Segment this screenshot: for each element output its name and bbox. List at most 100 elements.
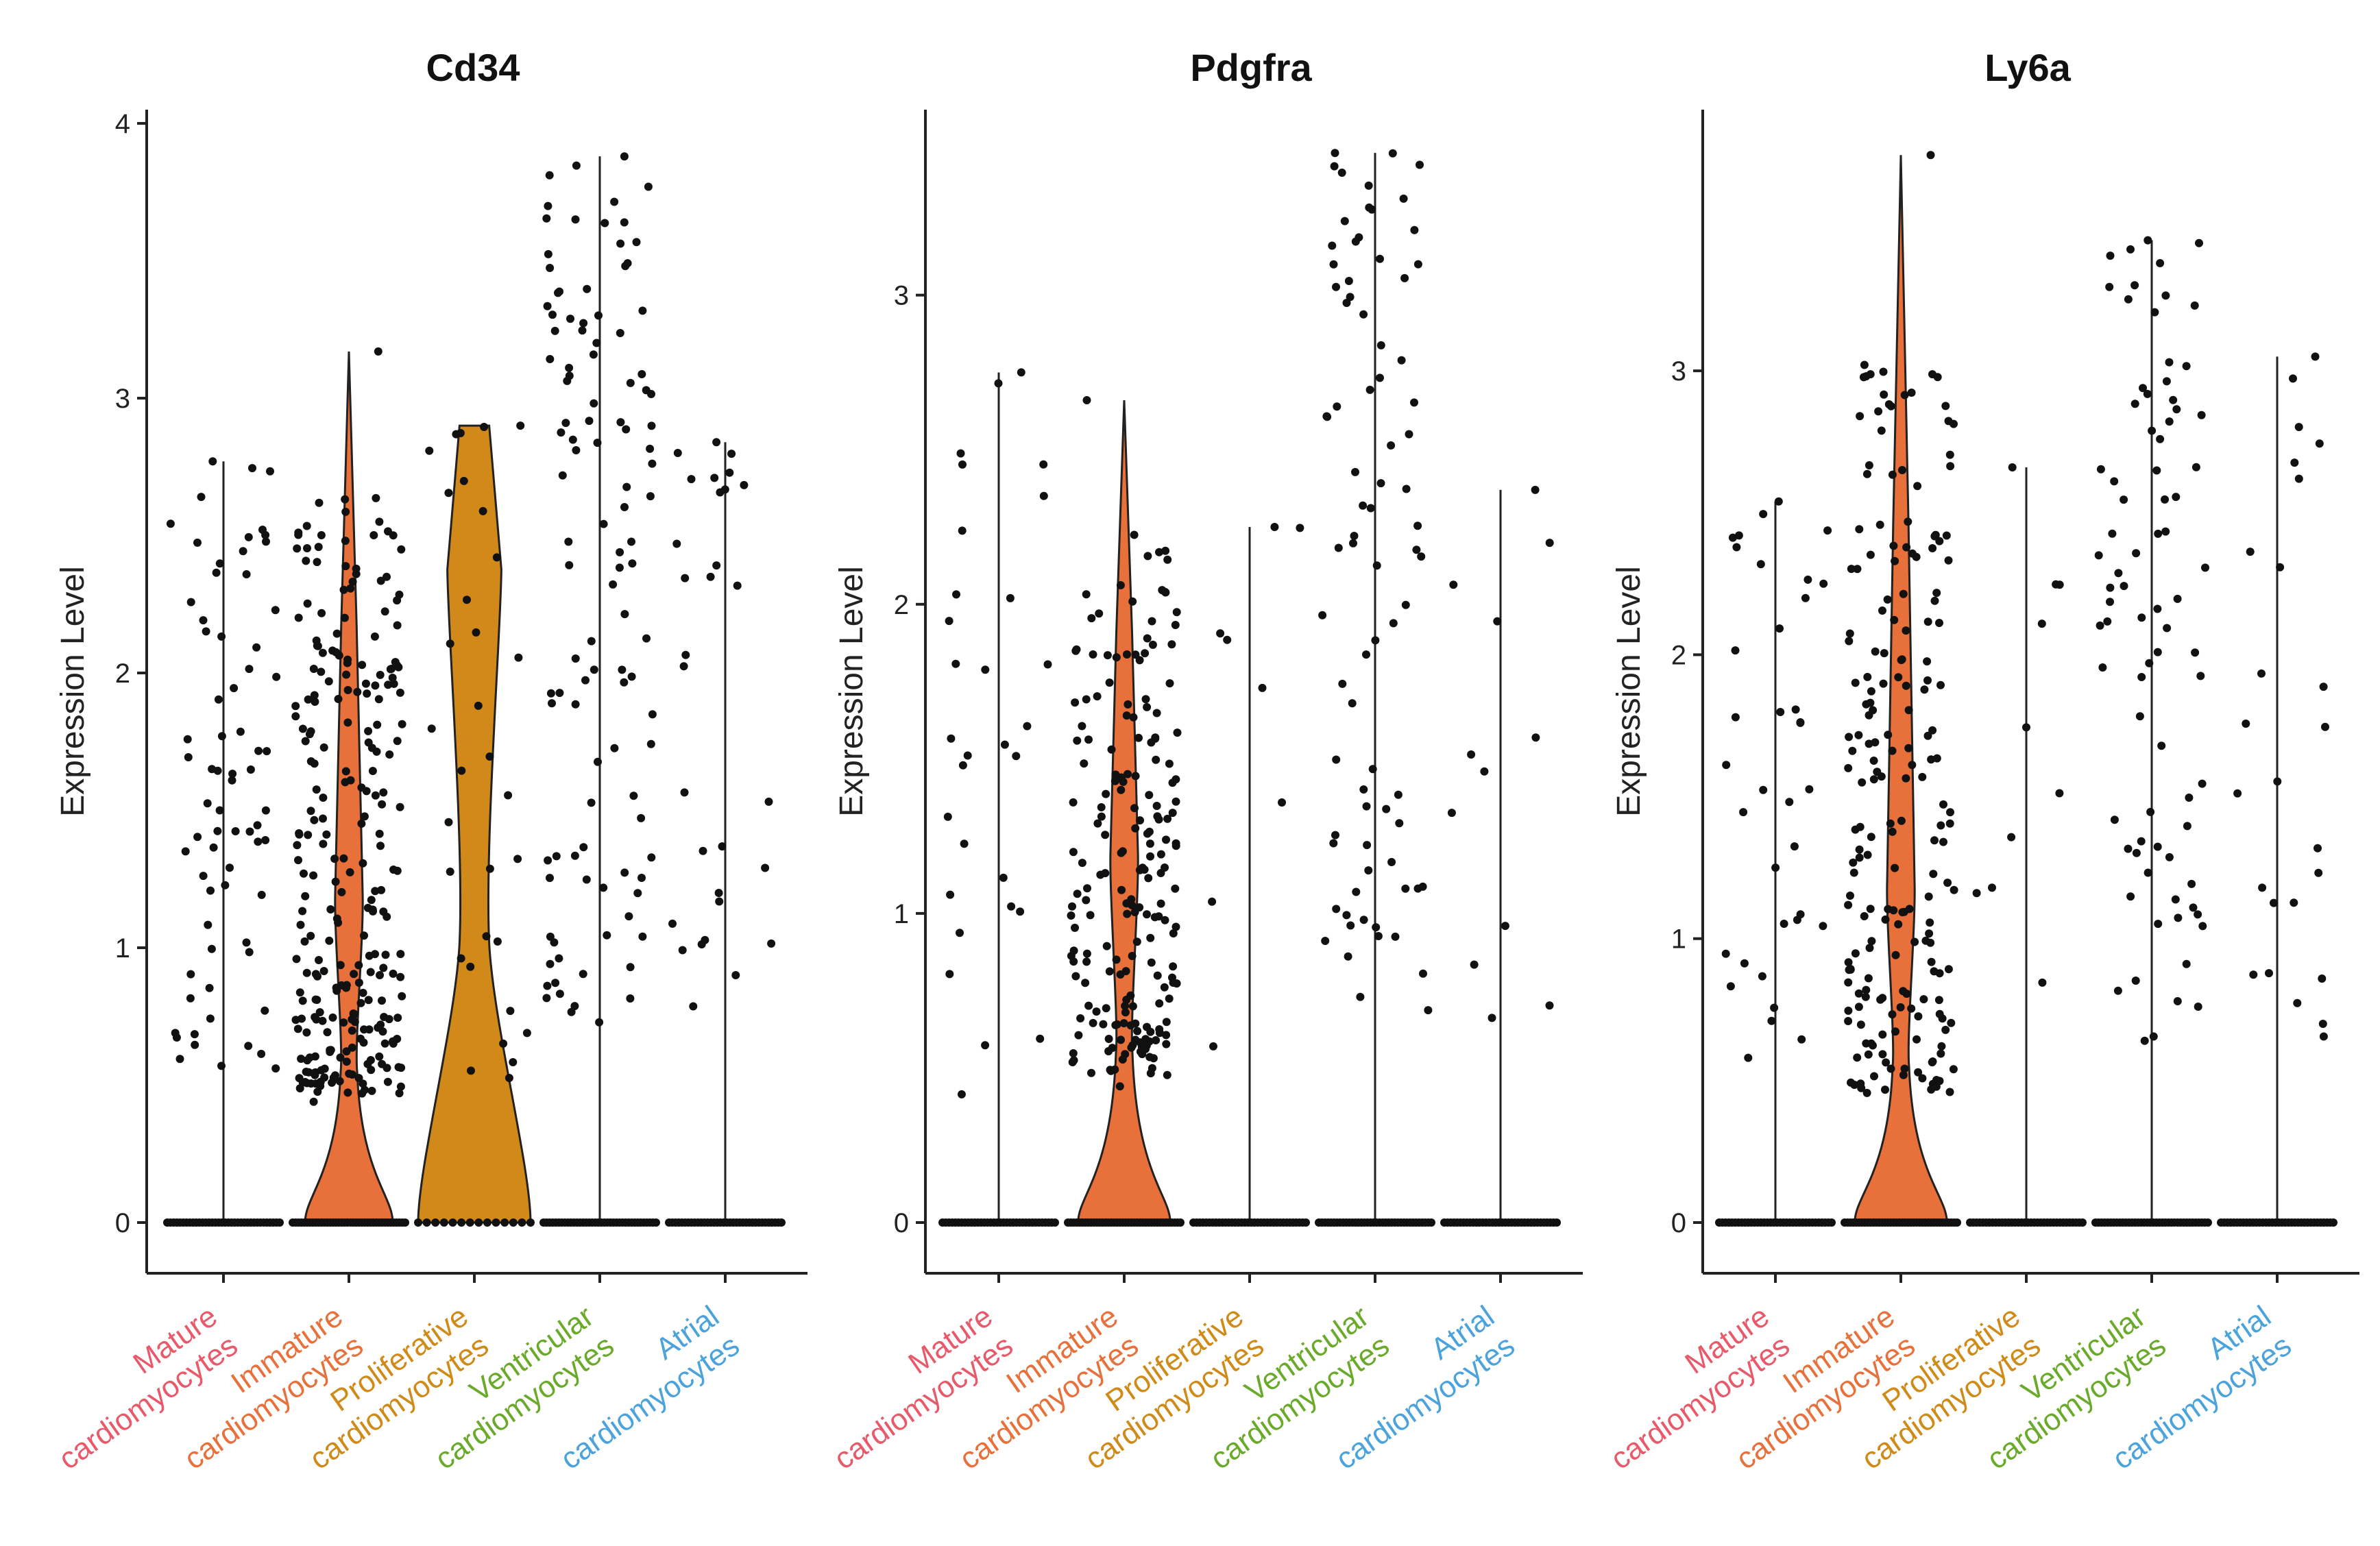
data-point — [244, 1042, 253, 1051]
data-point — [356, 1034, 365, 1043]
data-point — [555, 990, 564, 998]
data-point — [186, 994, 195, 1003]
data-point — [1134, 733, 1143, 742]
data-point — [1933, 373, 1942, 382]
data-point — [504, 791, 513, 800]
data-point — [2197, 410, 2206, 419]
data-point — [1152, 755, 1161, 764]
data-point — [1099, 1020, 1108, 1029]
data-point — [298, 907, 307, 916]
data-point — [478, 506, 487, 515]
data-point — [1023, 722, 1032, 731]
data-point — [1925, 929, 1934, 938]
y-tick-label: 2 — [894, 590, 909, 620]
data-point — [304, 695, 313, 704]
data-point — [350, 970, 359, 979]
data-point — [1352, 887, 1361, 896]
data-point — [2124, 295, 2133, 304]
data-point — [1127, 895, 1136, 904]
data-point — [492, 553, 501, 562]
data-point — [958, 526, 967, 535]
data-point — [1007, 902, 1016, 911]
data-point — [1158, 586, 1167, 595]
data-point — [2154, 920, 2163, 929]
data-point — [1854, 989, 1863, 998]
data-point — [371, 791, 380, 800]
data-point — [319, 814, 327, 823]
data-point — [217, 1062, 226, 1070]
data-point — [303, 544, 311, 552]
data-point — [1208, 897, 1217, 906]
data-point — [2195, 238, 2203, 247]
data-point — [341, 562, 350, 571]
data-point — [646, 739, 655, 748]
panel-title: Cd34 — [426, 46, 520, 89]
data-point — [2007, 833, 2016, 842]
data-point — [2172, 405, 2181, 414]
data-point — [372, 493, 380, 502]
data-point — [622, 482, 631, 491]
y-axis-title: Expression Level — [834, 566, 870, 817]
data-point — [610, 744, 619, 752]
data-point — [2171, 895, 2180, 904]
data-point — [474, 701, 483, 710]
data-point — [620, 218, 629, 227]
data-point — [1945, 1088, 1954, 1096]
data-point — [2148, 426, 2157, 435]
data-point — [777, 1218, 786, 1227]
data-point — [1082, 896, 1091, 905]
data-point — [444, 489, 453, 498]
data-point — [2249, 970, 2258, 979]
data-point — [1097, 803, 1106, 811]
data-point — [1082, 957, 1091, 966]
data-point — [1873, 768, 1882, 776]
data-point — [372, 747, 381, 756]
data-point — [1102, 1004, 1110, 1013]
data-point — [348, 1026, 356, 1035]
data-point — [1734, 531, 1743, 540]
data-point — [1340, 217, 1349, 225]
data-point — [1744, 1053, 1753, 1062]
data-point — [1935, 619, 1943, 627]
data-point — [2137, 837, 2146, 846]
data-point — [1857, 1083, 1866, 1092]
data-point — [385, 1015, 393, 1024]
data-point — [1322, 412, 1331, 421]
data-point — [555, 689, 564, 698]
data-point — [1501, 922, 1509, 931]
data-point — [1878, 1050, 1887, 1059]
data-point — [513, 855, 522, 863]
data-point — [1862, 700, 1871, 709]
y-tick-label: 0 — [894, 1208, 909, 1238]
data-point — [710, 474, 719, 482]
data-point — [1888, 827, 1897, 836]
data-point — [1774, 497, 1783, 506]
data-point — [558, 471, 567, 480]
data-point — [1321, 937, 1330, 945]
data-point — [2191, 648, 2200, 657]
data-point — [1089, 1018, 1097, 1027]
data-point — [579, 319, 588, 328]
data-point — [316, 1081, 325, 1090]
data-point — [1879, 367, 1888, 376]
data-point — [1051, 1218, 1059, 1227]
data-point — [2187, 879, 2196, 888]
data-point — [311, 1070, 319, 1079]
data-point — [323, 1028, 332, 1037]
data-point — [1359, 916, 1368, 924]
data-point — [203, 799, 212, 808]
data-point — [624, 912, 633, 921]
data-point — [1410, 225, 1419, 234]
data-point — [376, 670, 385, 679]
data-point — [957, 1090, 966, 1099]
data-point — [1155, 999, 1164, 1008]
data-point — [1864, 974, 1873, 983]
data-point — [1093, 692, 1102, 701]
data-point — [1123, 909, 1132, 918]
data-point — [1162, 1040, 1171, 1048]
data-point — [1926, 918, 1934, 927]
data-point — [472, 628, 481, 637]
data-point — [1858, 778, 1867, 787]
data-point — [622, 425, 631, 434]
data-point — [620, 678, 629, 687]
